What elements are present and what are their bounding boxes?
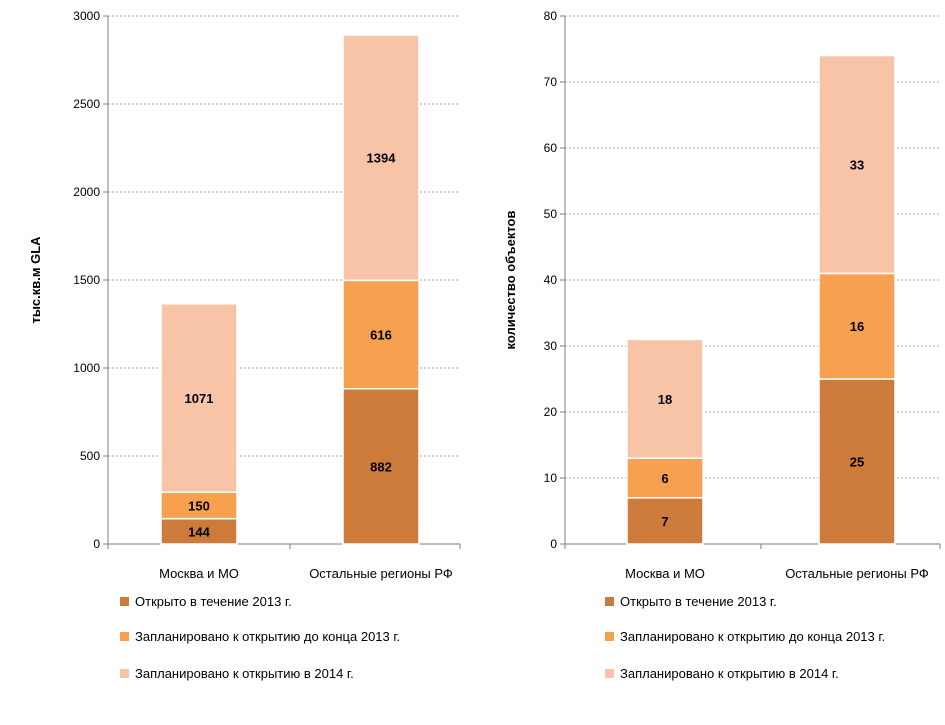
legend-swatch bbox=[605, 632, 614, 641]
y-tick-label: 3000 bbox=[73, 9, 100, 23]
data-label: 150 bbox=[188, 498, 210, 513]
y-tick-label: 2000 bbox=[73, 185, 100, 199]
y-tick-label: 70 bbox=[544, 75, 558, 89]
legend-label: Запланировано к открытию в 2014 г. bbox=[135, 666, 354, 681]
y-tick-label: 80 bbox=[544, 9, 558, 23]
legend-swatch bbox=[120, 597, 129, 606]
data-label: 16 bbox=[850, 319, 864, 334]
bar-segment bbox=[342, 34, 420, 282]
data-label: 1394 bbox=[367, 151, 397, 166]
y-tick-label: 0 bbox=[550, 537, 557, 551]
y-axis-title: количество объектов bbox=[503, 211, 518, 350]
legend-swatch bbox=[605, 597, 614, 606]
legend-label: Запланировано к открытию до конца 2013 г… bbox=[620, 629, 885, 644]
data-label: 6 bbox=[661, 471, 668, 486]
bar-segment bbox=[160, 517, 238, 545]
data-label: 7 bbox=[661, 514, 668, 529]
data-label: 25 bbox=[850, 455, 864, 470]
category-label: Москва и МО bbox=[159, 566, 239, 581]
y-tick-label: 1500 bbox=[73, 273, 100, 287]
bar-segment bbox=[818, 54, 896, 275]
bar-segment bbox=[160, 303, 238, 494]
bar-segment bbox=[626, 457, 704, 499]
data-label: 18 bbox=[658, 392, 672, 407]
bar-segment bbox=[626, 497, 704, 545]
chart-2: 0 10 20 30 40 50 60 70 80 количество объектов 7 6 18… bbox=[503, 9, 941, 681]
data-label: 882 bbox=[370, 459, 392, 474]
y-tick-label: 30 bbox=[544, 339, 558, 353]
legend-swatch bbox=[605, 669, 614, 678]
category-label: Москва и МО bbox=[625, 566, 705, 581]
y-tick-label: 10 bbox=[544, 471, 558, 485]
legend-label: Запланировано к открытию до конца 2013 г… bbox=[135, 629, 400, 644]
data-label: 144 bbox=[188, 524, 210, 539]
y-tick-label: 1000 bbox=[73, 361, 100, 375]
chart-1: 0 500 1000 1500 2000 2500 3000 тыс.кв.м GLA 144 1… bbox=[28, 9, 461, 681]
bar-segment bbox=[818, 378, 896, 545]
y-tick-label: 60 bbox=[544, 141, 558, 155]
data-label: 1071 bbox=[185, 391, 214, 406]
category-label: Остальные регионы РФ bbox=[785, 566, 929, 581]
bar-segment bbox=[626, 338, 704, 459]
bar-segment bbox=[342, 279, 420, 390]
legend-swatch bbox=[120, 669, 129, 678]
category-label: Остальные регионы РФ bbox=[309, 566, 453, 581]
legend-label: Открыто в течение 2013 г. bbox=[620, 594, 777, 609]
y-tick-label: 2500 bbox=[73, 97, 100, 111]
y-axis-title: тыс.кв.м GLA bbox=[28, 236, 43, 324]
bar-segment bbox=[342, 388, 420, 545]
y-tick-label: 0 bbox=[93, 537, 100, 551]
legend-swatch bbox=[120, 632, 129, 641]
y-tick-label: 40 bbox=[544, 273, 558, 287]
bar-segment bbox=[818, 272, 896, 380]
legend-label: Запланировано к открытию в 2014 г. bbox=[620, 666, 839, 681]
data-label: 616 bbox=[370, 328, 392, 343]
y-tick-label: 500 bbox=[80, 449, 100, 463]
y-tick-label: 50 bbox=[544, 207, 558, 221]
data-label: 33 bbox=[850, 158, 864, 173]
y-tick-label: 20 bbox=[544, 405, 558, 419]
legend-label: Открыто в течение 2013 г. bbox=[135, 594, 292, 609]
